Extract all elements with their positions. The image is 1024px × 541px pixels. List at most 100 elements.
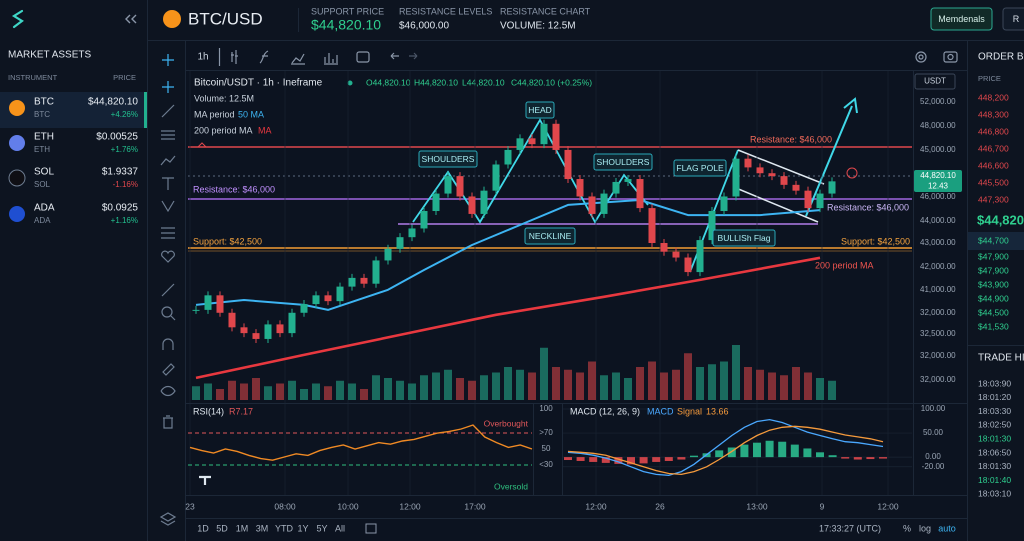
price-axis-label: 43,000.00 xyxy=(920,238,956,247)
stat-label: RESISTANCE CHART xyxy=(500,6,591,16)
candle xyxy=(540,123,548,145)
legend-pair: Bitcoin/USDT · 1h · Ineframe xyxy=(194,78,323,89)
trade-time: 18:03:30 xyxy=(978,406,1011,416)
scale-option[interactable]: auto xyxy=(938,523,956,533)
collapse-icon[interactable] xyxy=(125,14,137,24)
scale-option[interactable]: % xyxy=(903,523,911,533)
macd-histogram-bar xyxy=(740,444,749,458)
range-button[interactable]: All xyxy=(335,523,345,533)
asset-symbol[interactable]: ADA xyxy=(34,203,55,214)
macd-histogram-bar xyxy=(753,442,761,458)
volume-bar xyxy=(792,367,800,400)
asset-name: SOL xyxy=(34,180,51,189)
macd-histogram-bar xyxy=(790,444,799,458)
candle xyxy=(408,228,416,238)
candle xyxy=(696,240,704,273)
pane-title: MACD (12, 26, 9) xyxy=(570,406,640,416)
range-button[interactable]: 5D xyxy=(216,523,228,533)
trade-time: 18:02:50 xyxy=(978,420,1011,430)
volume-bar xyxy=(756,369,764,400)
volume-bar xyxy=(204,383,212,400)
button-frame[interactable] xyxy=(1002,7,1024,31)
macd-histogram-bar xyxy=(677,457,686,460)
asset-symbol[interactable]: SOL xyxy=(34,167,54,178)
selected-marker xyxy=(144,92,147,128)
macd-histogram-bar xyxy=(589,457,598,462)
button-label[interactable]: R xyxy=(1013,14,1020,24)
volume-bar xyxy=(648,361,656,400)
rsi-line xyxy=(189,424,533,461)
candle xyxy=(336,286,344,302)
toolbar-icons[interactable] xyxy=(218,48,958,66)
macd-histogram-bar xyxy=(841,457,850,459)
candle xyxy=(216,295,224,313)
asset-icon xyxy=(9,206,25,222)
volume-bar xyxy=(588,361,596,400)
asset-symbol[interactable]: BTC xyxy=(34,97,54,108)
right-panel xyxy=(968,41,1024,541)
asset-name: ADA xyxy=(34,216,51,225)
watermark-glyph xyxy=(199,475,211,485)
candle xyxy=(444,176,452,194)
volume-bar xyxy=(192,386,200,400)
candle xyxy=(192,309,200,311)
bid-price: $41,530 xyxy=(978,321,1009,331)
price-axis-label: 52,000.00 xyxy=(920,97,956,106)
candle xyxy=(636,179,644,209)
candle xyxy=(564,149,572,180)
asset-change: -1.16% xyxy=(113,180,138,189)
button-frame[interactable] xyxy=(930,7,993,31)
annotation-box xyxy=(525,101,555,119)
macd-histogram-bar xyxy=(690,455,698,458)
volume-bar xyxy=(348,383,356,400)
range-button[interactable]: 1M xyxy=(236,523,249,533)
level-label: Support: $42,500 xyxy=(193,236,262,246)
currency-box xyxy=(914,73,956,90)
price-tag xyxy=(914,170,962,192)
pane-value: R7.17 xyxy=(229,406,253,416)
range-button[interactable]: YTD xyxy=(275,523,294,533)
drawing-tools[interactable] xyxy=(159,54,177,526)
candle xyxy=(600,193,608,214)
status-dot xyxy=(347,80,353,86)
volume-bar xyxy=(312,383,320,400)
stat-value: $44,820.10 xyxy=(311,17,381,33)
price-axis-label: 32,000.00 xyxy=(920,308,956,317)
time-label: 9 xyxy=(820,501,825,511)
annotation-box xyxy=(524,227,576,245)
interval[interactable]: 1h xyxy=(197,52,208,63)
rsi-annotation: Overbought xyxy=(484,418,529,428)
range-button[interactable]: 3M xyxy=(256,523,269,533)
scale-option[interactable]: log xyxy=(919,523,931,533)
asset-price: $0.00525 xyxy=(96,132,138,143)
ask-price: 445,500 xyxy=(978,177,1009,187)
logo[interactable] xyxy=(11,9,24,29)
range-button[interactable]: 1Y xyxy=(297,523,308,533)
button-label[interactable]: Memdenals xyxy=(938,14,985,24)
price-axis-label: 32,000.00 xyxy=(920,351,956,360)
trade-time: 18:01:30 xyxy=(978,433,1011,443)
macd-histogram-bar xyxy=(765,440,774,458)
candle xyxy=(648,208,656,243)
symbol: BTC/USD xyxy=(188,9,263,28)
range-button[interactable]: 5Y xyxy=(316,523,327,533)
stat-label: RESISTANCE LEVELS xyxy=(399,6,492,16)
chart-drawings xyxy=(188,73,962,534)
macd-tick-label: 100.00 xyxy=(921,404,946,413)
stat-value: $46,000.00 xyxy=(399,21,449,32)
currency: USDT xyxy=(924,77,946,86)
moving-average xyxy=(195,256,821,380)
candle xyxy=(624,179,632,182)
macd-histogram-bar xyxy=(664,457,673,461)
date-icon[interactable] xyxy=(365,523,377,534)
price-axis-label: 44,000.00 xyxy=(920,216,956,225)
candle xyxy=(516,138,524,150)
pane-title: RSI(14) xyxy=(193,406,224,416)
candle xyxy=(468,196,476,214)
macd-line xyxy=(567,418,884,477)
range-button[interactable]: 1D xyxy=(197,523,209,533)
volume-bar xyxy=(216,389,224,400)
collapse-legend[interactable] xyxy=(197,142,207,148)
asset-symbol[interactable]: ETH xyxy=(34,132,54,143)
candle xyxy=(360,277,368,284)
